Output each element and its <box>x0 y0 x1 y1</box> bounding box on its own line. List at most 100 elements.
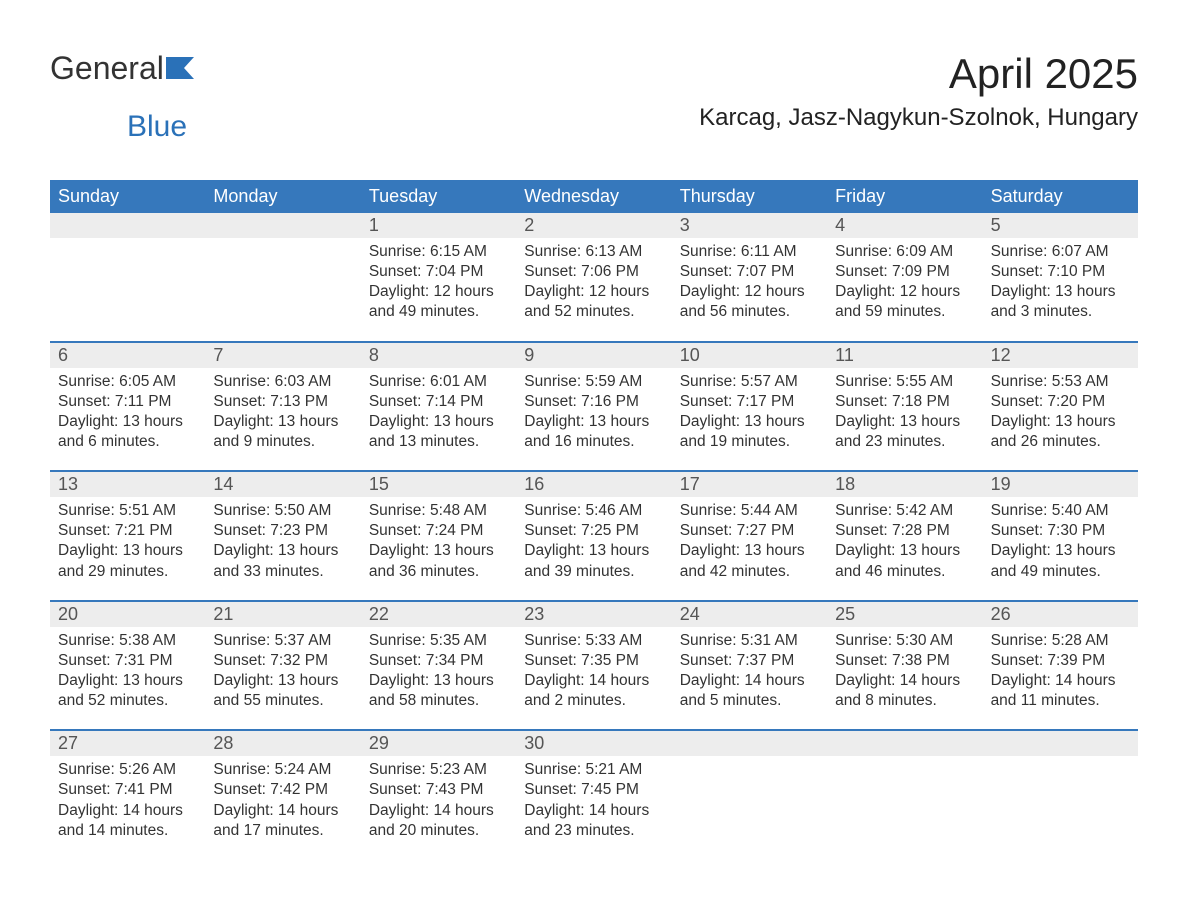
weekday-header: Sunday <box>50 180 205 213</box>
weekday-header: Saturday <box>983 180 1138 213</box>
empty-cell <box>983 756 1138 859</box>
daylight-text-2: and 26 minutes. <box>991 432 1130 452</box>
day-number: 8 <box>361 343 516 368</box>
daynum-strip: 27282930 <box>50 731 1138 756</box>
daylight-text-1: Daylight: 14 hours <box>524 671 663 691</box>
sunrise-text: Sunrise: 5:57 AM <box>680 372 819 392</box>
sunset-text: Sunset: 7:41 PM <box>58 780 197 800</box>
sunset-text: Sunset: 7:32 PM <box>213 651 352 671</box>
day-number: 23 <box>516 602 671 627</box>
daylight-text-2: and 6 minutes. <box>58 432 197 452</box>
daylight-text-2: and 52 minutes. <box>524 302 663 322</box>
daylight-text-1: Daylight: 14 hours <box>991 671 1130 691</box>
daylight-text-1: Daylight: 13 hours <box>58 671 197 691</box>
sunset-text: Sunset: 7:13 PM <box>213 392 352 412</box>
day-cell: Sunrise: 5:26 AMSunset: 7:41 PMDaylight:… <box>50 756 205 859</box>
daylight-text-2: and 49 minutes. <box>991 562 1130 582</box>
day-number: 24 <box>672 602 827 627</box>
sunset-text: Sunset: 7:39 PM <box>991 651 1130 671</box>
sunrise-text: Sunrise: 5:21 AM <box>524 760 663 780</box>
sunrise-text: Sunrise: 5:37 AM <box>213 631 352 651</box>
daylight-text-2: and 56 minutes. <box>680 302 819 322</box>
day-number: 3 <box>672 213 827 238</box>
sunset-text: Sunset: 7:43 PM <box>369 780 508 800</box>
daylight-text-1: Daylight: 12 hours <box>680 282 819 302</box>
day-cell: Sunrise: 6:01 AMSunset: 7:14 PMDaylight:… <box>361 368 516 471</box>
day-number: 27 <box>50 731 205 756</box>
daylight-text-2: and 39 minutes. <box>524 562 663 582</box>
sunrise-text: Sunrise: 5:44 AM <box>680 501 819 521</box>
daylight-text-1: Daylight: 13 hours <box>369 671 508 691</box>
sunrise-text: Sunrise: 5:23 AM <box>369 760 508 780</box>
daylight-text-2: and 20 minutes. <box>369 821 508 841</box>
daylight-text-2: and 9 minutes. <box>213 432 352 452</box>
sunset-text: Sunset: 7:38 PM <box>835 651 974 671</box>
sunset-text: Sunset: 7:07 PM <box>680 262 819 282</box>
daylight-text-2: and 42 minutes. <box>680 562 819 582</box>
day-number: 14 <box>205 472 360 497</box>
sunrise-text: Sunrise: 5:38 AM <box>58 631 197 651</box>
sunset-text: Sunset: 7:17 PM <box>680 392 819 412</box>
daylight-text-1: Daylight: 13 hours <box>369 412 508 432</box>
daylight-text-2: and 23 minutes. <box>835 432 974 452</box>
sunrise-text: Sunrise: 6:09 AM <box>835 242 974 262</box>
sunset-text: Sunset: 7:24 PM <box>369 521 508 541</box>
daylight-text-2: and 13 minutes. <box>369 432 508 452</box>
daylight-text-2: and 46 minutes. <box>835 562 974 582</box>
day-number: 21 <box>205 602 360 627</box>
day-number <box>827 731 982 756</box>
day-number: 9 <box>516 343 671 368</box>
daylight-text-1: Daylight: 13 hours <box>213 541 352 561</box>
day-cell: Sunrise: 6:11 AMSunset: 7:07 PMDaylight:… <box>672 238 827 341</box>
daylight-text-1: Daylight: 13 hours <box>680 412 819 432</box>
sunset-text: Sunset: 7:25 PM <box>524 521 663 541</box>
day-number: 4 <box>827 213 982 238</box>
day-number: 18 <box>827 472 982 497</box>
daylight-text-2: and 17 minutes. <box>213 821 352 841</box>
day-number <box>50 213 205 238</box>
calendar: SundayMondayTuesdayWednesdayThursdayFrid… <box>50 180 1138 859</box>
sunrise-text: Sunrise: 5:40 AM <box>991 501 1130 521</box>
daylight-text-2: and 58 minutes. <box>369 691 508 711</box>
day-cell: Sunrise: 5:46 AMSunset: 7:25 PMDaylight:… <box>516 497 671 600</box>
day-cell: Sunrise: 5:50 AMSunset: 7:23 PMDaylight:… <box>205 497 360 600</box>
day-number: 30 <box>516 731 671 756</box>
empty-cell <box>50 238 205 341</box>
brand-part2: Blue <box>127 110 1188 144</box>
day-cell: Sunrise: 5:42 AMSunset: 7:28 PMDaylight:… <box>827 497 982 600</box>
sunrise-text: Sunrise: 5:50 AM <box>213 501 352 521</box>
sunset-text: Sunset: 7:42 PM <box>213 780 352 800</box>
daynum-strip: 12345 <box>50 213 1138 238</box>
day-number: 28 <box>205 731 360 756</box>
sunrise-text: Sunrise: 5:31 AM <box>680 631 819 651</box>
day-cell: Sunrise: 6:13 AMSunset: 7:06 PMDaylight:… <box>516 238 671 341</box>
sunrise-text: Sunrise: 6:05 AM <box>58 372 197 392</box>
daylight-text-2: and 36 minutes. <box>369 562 508 582</box>
daylight-text-2: and 55 minutes. <box>213 691 352 711</box>
day-cell: Sunrise: 5:28 AMSunset: 7:39 PMDaylight:… <box>983 627 1138 730</box>
day-number: 17 <box>672 472 827 497</box>
daylight-text-1: Daylight: 13 hours <box>991 541 1130 561</box>
day-cell: Sunrise: 5:48 AMSunset: 7:24 PMDaylight:… <box>361 497 516 600</box>
day-number: 2 <box>516 213 671 238</box>
empty-cell <box>827 756 982 859</box>
sunset-text: Sunset: 7:06 PM <box>524 262 663 282</box>
sunrise-text: Sunrise: 5:51 AM <box>58 501 197 521</box>
sunset-text: Sunset: 7:31 PM <box>58 651 197 671</box>
weekday-header: Friday <box>827 180 982 213</box>
sunset-text: Sunset: 7:28 PM <box>835 521 974 541</box>
calendar-week: 12345Sunrise: 6:15 AMSunset: 7:04 PMDayl… <box>50 213 1138 341</box>
day-cell: Sunrise: 5:44 AMSunset: 7:27 PMDaylight:… <box>672 497 827 600</box>
daylight-text-2: and 8 minutes. <box>835 691 974 711</box>
daylight-text-2: and 23 minutes. <box>524 821 663 841</box>
day-number: 16 <box>516 472 671 497</box>
day-number: 12 <box>983 343 1138 368</box>
empty-cell <box>205 238 360 341</box>
daynum-strip: 13141516171819 <box>50 472 1138 497</box>
sunrise-text: Sunrise: 5:28 AM <box>991 631 1130 651</box>
sunrise-text: Sunrise: 6:01 AM <box>369 372 508 392</box>
sunset-text: Sunset: 7:18 PM <box>835 392 974 412</box>
daylight-text-1: Daylight: 13 hours <box>213 671 352 691</box>
sunset-text: Sunset: 7:04 PM <box>369 262 508 282</box>
sunset-text: Sunset: 7:09 PM <box>835 262 974 282</box>
